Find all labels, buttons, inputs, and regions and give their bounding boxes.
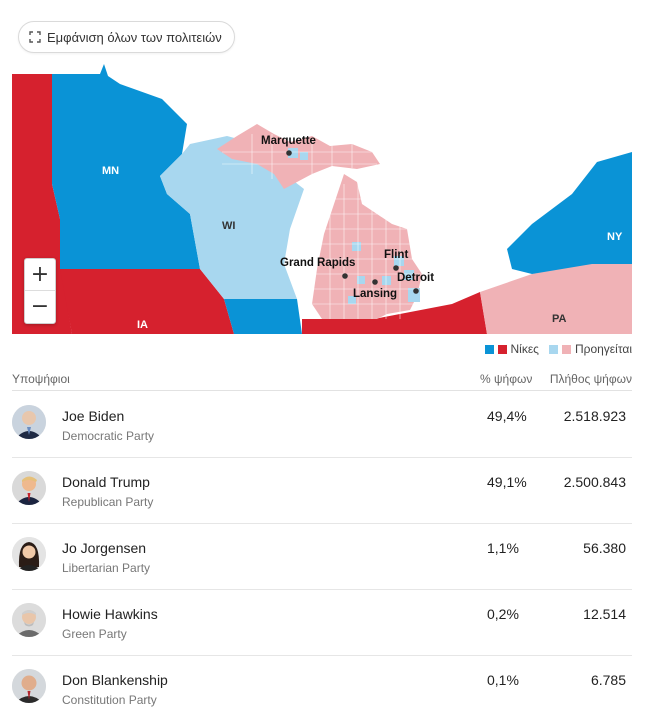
state-pa[interactable] xyxy=(480,259,632,334)
candidate-row: Joe Biden Democratic Party 49,4% 2.518.9… xyxy=(12,391,632,458)
candidate-party: Green Party xyxy=(62,627,127,641)
state-ny[interactable] xyxy=(507,152,632,274)
state-oh[interactable] xyxy=(374,292,487,334)
header-pct: % ψήφων xyxy=(480,372,533,386)
candidate-row: Howie Hawkins Green Party 0,2% 12.514 xyxy=(12,589,632,656)
legend-leads-label: Προηγείται xyxy=(574,342,632,356)
header-candidates: Υποψήφιοι xyxy=(12,372,70,386)
city-label-detroit: Detroit xyxy=(397,272,434,284)
expand-icon xyxy=(29,31,41,43)
candidate-name: Donald Trump xyxy=(62,474,150,490)
results-table-header: Υποψήφιοι % ψήφων Πλήθος ψήφων xyxy=(12,368,632,391)
candidate-avatar xyxy=(12,603,46,637)
state-nd-sd[interactable] xyxy=(12,74,62,274)
candidate-votes: 2.518.923 xyxy=(563,408,626,424)
zoom-out-button[interactable]: − xyxy=(25,290,55,322)
dem-lead-counties xyxy=(288,148,420,304)
candidate-name: Jo Jorgensen xyxy=(62,540,147,556)
candidate-party: Libertarian Party xyxy=(62,561,151,575)
state-mi-lower[interactable] xyxy=(312,174,422,319)
city-label-marquette: Marquette xyxy=(261,135,316,147)
candidate-name: Howie Hawkins xyxy=(62,606,158,622)
state-label-ia: IA xyxy=(137,319,148,331)
state-in[interactable] xyxy=(302,319,377,334)
city-dots xyxy=(286,150,419,294)
candidate-row: Don Blankenship Constitution Party 0,1% … xyxy=(12,655,632,721)
candidate-votes: 12.514 xyxy=(583,606,626,622)
candidate-pct: 49,1% xyxy=(487,474,527,490)
header-votes: Πλήθος ψήφων xyxy=(549,372,632,386)
candidate-avatar xyxy=(12,471,46,505)
candidate-row: Donald Trump Republican Party 49,1% 2.50… xyxy=(12,457,632,524)
candidate-votes: 56.380 xyxy=(583,540,626,556)
candidate-votes: 6.785 xyxy=(590,672,626,688)
state-label-mn: MN xyxy=(102,165,119,177)
state-label-wi: WI xyxy=(222,220,235,232)
city-label-flint: Flint xyxy=(384,249,408,261)
city-label-grand-rapids: Grand Rapids xyxy=(280,257,355,269)
candidate-votes: 2.500.843 xyxy=(563,474,626,490)
legend-rep-win-swatch xyxy=(497,344,507,354)
candidate-name: Don Blankenship xyxy=(62,672,168,688)
state-label-ny: NY xyxy=(607,231,623,243)
show-all-states-button[interactable]: Εμφάνιση όλων των πολιτειών xyxy=(18,21,235,53)
candidate-pct: 49,4% xyxy=(487,408,527,424)
candidate-name: Joe Biden xyxy=(62,408,125,424)
city-label-lansing: Lansing xyxy=(353,288,397,300)
candidate-row: Jo Jorgensen Libertarian Party 1,1% 56.3… xyxy=(12,523,632,590)
state-ia[interactable] xyxy=(60,269,234,334)
state-label-pa: PA xyxy=(552,313,567,325)
legend-wins-label: Νίκες xyxy=(510,342,539,356)
results-map[interactable]: MN WI IA NY PA Marquette Grand Rapids Fl… xyxy=(12,64,632,334)
legend-dem-win-swatch xyxy=(484,344,494,354)
candidate-avatar xyxy=(12,537,46,571)
candidate-avatar xyxy=(12,669,46,703)
candidate-party: Republican Party xyxy=(62,495,154,509)
show-all-states-label: Εμφάνιση όλων των πολιτειών xyxy=(47,29,222,45)
candidate-party: Constitution Party xyxy=(62,693,157,707)
state-mn[interactable] xyxy=(52,64,200,269)
zoom-in-button[interactable]: + xyxy=(30,262,50,287)
state-wi[interactable] xyxy=(160,136,304,299)
state-mi-upper[interactable] xyxy=(217,124,380,189)
state-il[interactable] xyxy=(224,299,302,334)
candidate-pct: 0,2% xyxy=(487,606,519,622)
zoom-control: + − xyxy=(24,258,56,324)
legend-rep-lead-swatch xyxy=(561,344,571,354)
candidate-pct: 1,1% xyxy=(487,540,519,556)
candidate-party: Democratic Party xyxy=(62,429,155,443)
county-grid xyxy=(222,134,422,319)
candidate-avatar xyxy=(12,405,46,439)
legend-dem-lead-swatch xyxy=(548,344,558,354)
map-legend: Νίκες Προηγείται xyxy=(484,342,632,356)
candidate-pct: 0,1% xyxy=(487,672,519,688)
